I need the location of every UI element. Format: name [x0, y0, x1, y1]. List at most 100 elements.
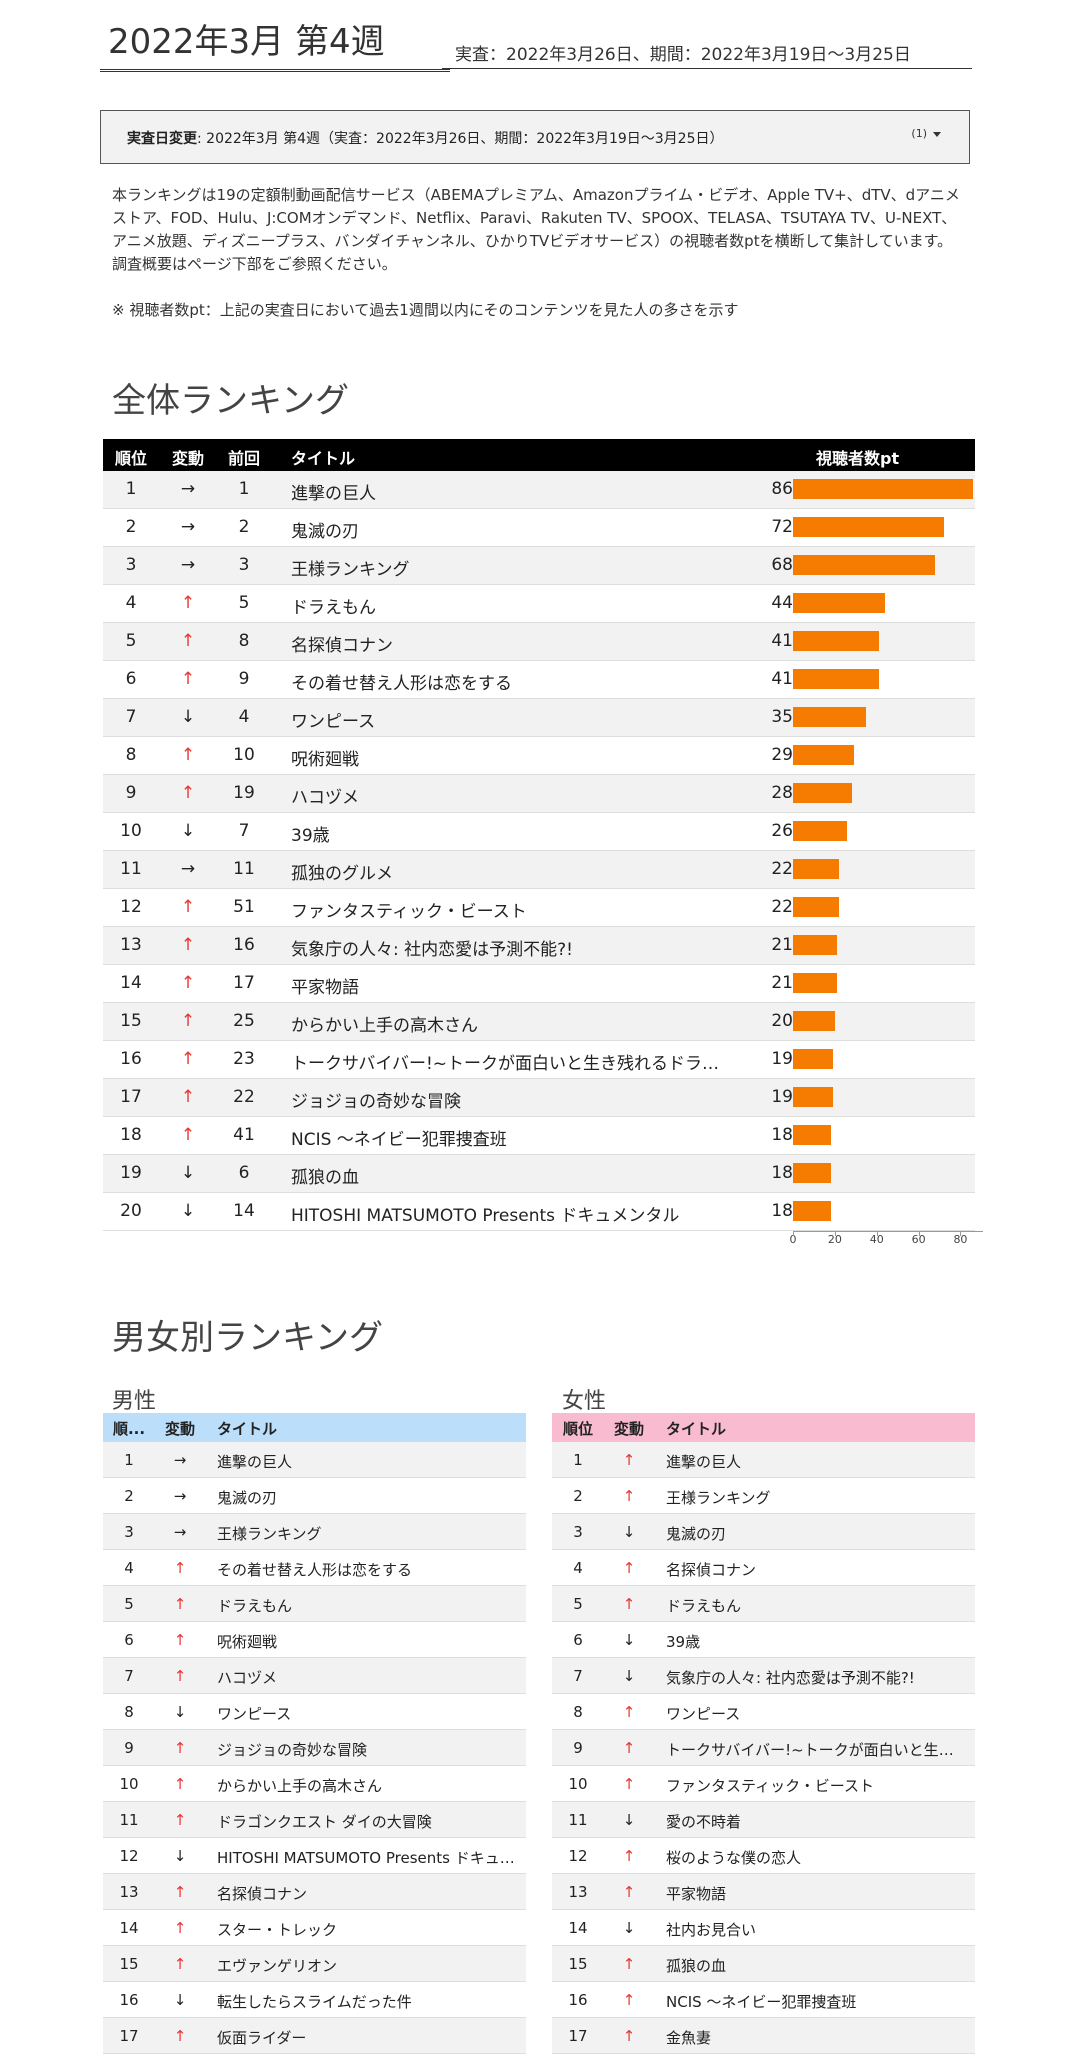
title-cell[interactable]: ワンピース — [291, 712, 376, 732]
title-cell[interactable]: 呪術廻戦 — [217, 1633, 278, 1651]
title-cell[interactable]: 鬼滅の刃 — [291, 522, 359, 542]
title-cell[interactable]: 愛の不時着 — [666, 1813, 742, 1831]
title-cell[interactable]: 平家物語 — [666, 1885, 727, 1903]
list-item[interactable]: 3 ↓ 鬼滅の刃 — [552, 1514, 975, 1550]
title-cell[interactable]: 39歳 — [666, 1633, 701, 1651]
table-row[interactable]: 7 ↓ 4 ワンピース 35 — [103, 699, 975, 737]
title-cell[interactable]: トークサバイバー!~トークが面白いと生き残れるドラマ~ — [291, 1054, 731, 1074]
title-cell[interactable]: 進撃の巨人 — [217, 1453, 293, 1471]
title-cell[interactable]: エヴァンゲリオン — [217, 1957, 338, 1975]
list-item[interactable]: 14 ↓ 社内お見合い — [552, 1910, 975, 1946]
list-item[interactable]: 17 ↑ 仮面ライダー — [103, 2018, 526, 2054]
list-item[interactable]: 5 ↑ ドラえもん — [103, 1586, 526, 1622]
title-cell[interactable]: 孤狼の血 — [666, 1957, 727, 1975]
title-cell[interactable]: 39歳 — [291, 826, 330, 846]
title-cell[interactable]: ドラえもん — [291, 598, 376, 618]
title-cell[interactable]: 仮面ライダー — [217, 2029, 307, 2047]
title-cell[interactable]: 名探偵コナン — [291, 636, 393, 656]
table-row[interactable]: 13 ↑ 16 気象庁の人々: 社内恋愛は予測不能?! 21 — [103, 927, 975, 965]
title-cell[interactable]: ワンピース — [217, 1705, 292, 1723]
title-cell[interactable]: 鬼滅の刃 — [217, 1489, 278, 1507]
title-cell[interactable]: スター・トレック — [217, 1921, 338, 1939]
list-item[interactable]: 15 ↑ 孤狼の血 — [552, 1946, 975, 1982]
date-dropdown-toggle[interactable]: (1) — [911, 127, 941, 140]
title-cell[interactable]: ハコヅメ — [217, 1669, 278, 1687]
list-item[interactable]: 12 ↑ 桜のような僕の恋人 — [552, 1838, 975, 1874]
list-item[interactable]: 16 ↑ NCIS 〜ネイビー犯罪捜査班 — [552, 1982, 975, 2018]
table-row[interactable]: 14 ↑ 17 平家物語 21 — [103, 965, 975, 1003]
list-item[interactable]: 1 → 進撃の巨人 — [103, 1442, 526, 1478]
title-cell[interactable]: 進撃の巨人 — [666, 1453, 742, 1471]
title-cell[interactable]: ジョジョの奇妙な冒険 — [217, 1741, 368, 1759]
title-cell[interactable]: NCIS 〜ネイビー犯罪捜査班 — [666, 1993, 857, 2011]
table-row[interactable]: 16 ↑ 23 トークサバイバー!~トークが面白いと生き残れるドラマ~ 19 — [103, 1041, 975, 1079]
list-item[interactable]: 17 ↑ 金魚妻 — [552, 2018, 975, 2054]
title-cell[interactable]: ファンタスティック・ビースト — [666, 1777, 875, 1795]
title-cell[interactable]: からかい上手の高木さん — [217, 1777, 383, 1795]
table-row[interactable]: 3 → 3 王様ランキング 68 — [103, 547, 975, 585]
table-row[interactable]: 10 ↓ 7 39歳 26 — [103, 813, 975, 851]
title-cell[interactable]: 孤狼の血 — [291, 1168, 359, 1188]
title-cell[interactable]: ハコヅメ — [291, 788, 359, 808]
table-row[interactable]: 1 → 1 進撃の巨人 86 — [103, 471, 975, 509]
list-item[interactable]: 5 ↑ ドラえもん — [552, 1586, 975, 1622]
title-cell[interactable]: 気象庁の人々: 社内恋愛は予測不能?! — [291, 940, 573, 960]
title-cell[interactable]: その着せ替え人形は恋をする — [217, 1561, 413, 1579]
title-cell[interactable]: 進撃の巨人 — [291, 484, 376, 504]
table-row[interactable]: 20 ↓ 14 HITOSHI MATSUMOTO Presents ドキュメンタル 1… — [103, 1193, 975, 1231]
list-item[interactable]: 10 ↑ からかい上手の高木さん — [103, 1766, 526, 1802]
title-cell[interactable]: からかい上手の高木さん — [291, 1016, 478, 1036]
title-cell[interactable]: ワンピース — [666, 1705, 741, 1723]
title-cell[interactable]: ジョジョの奇妙な冒険 — [291, 1092, 461, 1112]
title-cell[interactable]: ドラえもん — [217, 1597, 293, 1615]
list-item[interactable]: 7 ↓ 気象庁の人々: 社内恋愛は予測不能?! — [552, 1658, 975, 1694]
table-row[interactable]: 11 → 11 孤独のグルメ 22 — [103, 851, 975, 889]
list-item[interactable]: 11 ↑ ドラゴンクエスト ダイの大冒険 — [103, 1802, 526, 1838]
title-cell[interactable]: 平家物語 — [291, 978, 359, 998]
table-row[interactable]: 18 ↑ 41 NCIS 〜ネイビー犯罪捜査班 18 — [103, 1117, 975, 1155]
title-cell[interactable]: 名探偵コナン — [666, 1561, 757, 1579]
title-cell[interactable]: ドラゴンクエスト ダイの大冒険 — [217, 1813, 432, 1831]
table-row[interactable]: 8 ↑ 10 呪術廻戦 29 — [103, 737, 975, 775]
list-item[interactable]: 4 ↑ 名探偵コナン — [552, 1550, 975, 1586]
title-cell[interactable]: 名探偵コナン — [217, 1885, 308, 1903]
list-item[interactable]: 13 ↑ 平家物語 — [552, 1874, 975, 1910]
title-cell[interactable]: 金魚妻 — [666, 2029, 712, 2047]
table-row[interactable]: 15 ↑ 25 からかい上手の高木さん 20 — [103, 1003, 975, 1041]
title-cell[interactable]: 呪術廻戦 — [291, 750, 359, 770]
list-item[interactable]: 10 ↑ ファンタスティック・ビースト — [552, 1766, 975, 1802]
title-cell[interactable]: ファンタスティック・ビースト — [291, 902, 527, 922]
title-cell[interactable]: HITOSHI MATSUMOTO Presents ドキュメンタル — [291, 1206, 680, 1226]
table-row[interactable]: 2 → 2 鬼滅の刃 72 — [103, 509, 975, 547]
title-cell[interactable]: ドラえもん — [666, 1597, 742, 1615]
list-item[interactable]: 4 ↑ その着せ替え人形は恋をする — [103, 1550, 526, 1586]
title-cell[interactable]: 鬼滅の刃 — [666, 1525, 727, 1543]
table-row[interactable]: 19 ↓ 6 孤狼の血 18 — [103, 1155, 975, 1193]
title-cell[interactable]: NCIS 〜ネイビー犯罪捜査班 — [291, 1130, 507, 1150]
list-item[interactable]: 2 → 鬼滅の刃 — [103, 1478, 526, 1514]
list-item[interactable]: 11 ↓ 愛の不時着 — [552, 1802, 975, 1838]
date-selector[interactable]: 実査日変更: 2022年3月 第4週（実査：2022年3月26日、期間：2022… — [100, 110, 970, 164]
list-item[interactable]: 1 ↑ 進撃の巨人 — [552, 1442, 975, 1478]
table-row[interactable]: 5 ↑ 8 名探偵コナン 41 — [103, 623, 975, 661]
title-cell[interactable]: トークサバイバー!~トークが面白いと生き残れるドラマ~ — [666, 1741, 966, 1759]
title-cell[interactable]: その着せ替え人形は恋をする — [291, 674, 512, 694]
table-row[interactable]: 17 ↑ 22 ジョジョの奇妙な冒険 19 — [103, 1079, 975, 1117]
title-cell[interactable]: 転生したらスライムだった件 — [217, 1993, 412, 2011]
list-item[interactable]: 15 ↑ エヴァンゲリオン — [103, 1946, 526, 1982]
list-item[interactable]: 2 ↑ 王様ランキング — [552, 1478, 975, 1514]
list-item[interactable]: 9 ↑ ジョジョの奇妙な冒険 — [103, 1730, 526, 1766]
title-cell[interactable]: 孤独のグルメ — [291, 864, 393, 884]
list-item[interactable]: 6 ↓ 39歳 — [552, 1622, 975, 1658]
table-row[interactable]: 9 ↑ 19 ハコヅメ 28 — [103, 775, 975, 813]
list-item[interactable]: 6 ↑ 呪術廻戦 — [103, 1622, 526, 1658]
title-cell[interactable]: HITOSHI MATSUMOTO Presents ドキュメンタル — [217, 1849, 517, 1867]
title-cell[interactable]: 社内お見合い — [666, 1921, 757, 1939]
list-item[interactable]: 8 ↑ ワンピース — [552, 1694, 975, 1730]
title-cell[interactable]: 気象庁の人々: 社内恋愛は予測不能?! — [666, 1669, 915, 1687]
list-item[interactable]: 16 ↓ 転生したらスライムだった件 — [103, 1982, 526, 2018]
list-item[interactable]: 7 ↑ ハコヅメ — [103, 1658, 526, 1694]
title-cell[interactable]: 王様ランキング — [217, 1525, 322, 1543]
table-row[interactable]: 12 ↑ 51 ファンタスティック・ビースト 22 — [103, 889, 975, 927]
title-cell[interactable]: 王様ランキング — [666, 1489, 771, 1507]
